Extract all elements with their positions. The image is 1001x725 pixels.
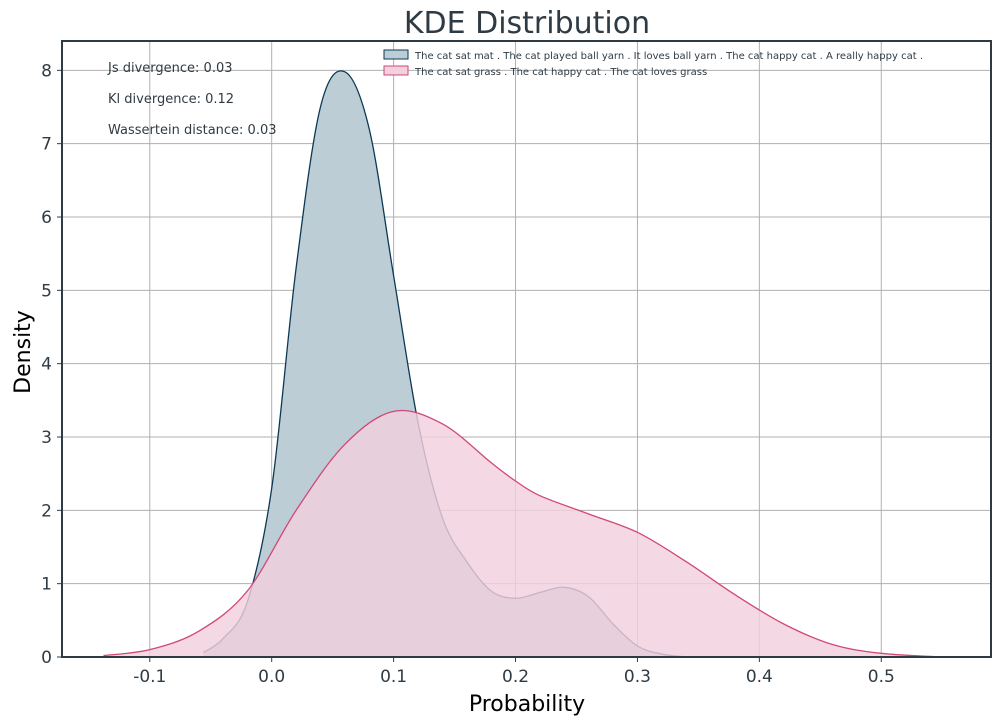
legend: The cat sat mat . The cat played ball ya… bbox=[383, 49, 923, 78]
series-line-2 bbox=[103, 409, 943, 658]
y-tick-label: 4 bbox=[41, 355, 52, 375]
y-tick-label: 2 bbox=[41, 501, 52, 521]
x-tick-label: 0.5 bbox=[868, 667, 895, 687]
x-tick-label: 0.2 bbox=[502, 667, 529, 687]
x-tick-label: 0.3 bbox=[624, 667, 651, 687]
kl-divergence-text: Kl divergence: 0.12 bbox=[108, 92, 234, 107]
x-tick-label: 0.4 bbox=[746, 667, 773, 687]
wasserstein-distance-text: Wassertein distance: 0.03 bbox=[108, 123, 277, 138]
plot-frame bbox=[61, 40, 992, 658]
grid-lines bbox=[62, 41, 991, 658]
y-tick-label: 3 bbox=[41, 428, 52, 448]
x-tick-label: 0.0 bbox=[258, 667, 285, 687]
y-tick-label: 1 bbox=[41, 575, 52, 595]
chart-title: KDE Distribution bbox=[404, 6, 650, 41]
legend-swatch-series-2 bbox=[383, 65, 409, 76]
y-tick-label: 0 bbox=[41, 648, 52, 668]
legend-swatch-series-1 bbox=[383, 49, 409, 60]
y-axis-label: Density bbox=[11, 310, 36, 394]
js-divergence-text: Js divergence: 0.03 bbox=[107, 61, 233, 76]
series-area-2 bbox=[103, 410, 943, 657]
x-tick-label: -0.1 bbox=[133, 667, 166, 687]
series-areas bbox=[103, 70, 943, 658]
x-tick-label: 0.1 bbox=[380, 667, 407, 687]
stat-annotations: Js divergence: 0.03 Kl divergence: 0.12 … bbox=[107, 61, 277, 138]
axis-ticks: -0.1 0.0 0.1 0.2 0.3 0.4 0.5 0 1 2 3 4 5 6 7 8 bbox=[41, 61, 895, 687]
y-tick-label: 8 bbox=[41, 61, 52, 81]
x-axis-label: Probability bbox=[469, 692, 585, 717]
legend-label-series-1: The cat sat mat . The cat played ball ya… bbox=[414, 51, 923, 62]
y-tick-label: 7 bbox=[41, 135, 52, 155]
y-tick-label: 5 bbox=[41, 281, 52, 301]
legend-label-series-2: The cat sat grass . The cat happy cat . … bbox=[414, 67, 707, 78]
y-tick-label: 6 bbox=[41, 208, 52, 228]
